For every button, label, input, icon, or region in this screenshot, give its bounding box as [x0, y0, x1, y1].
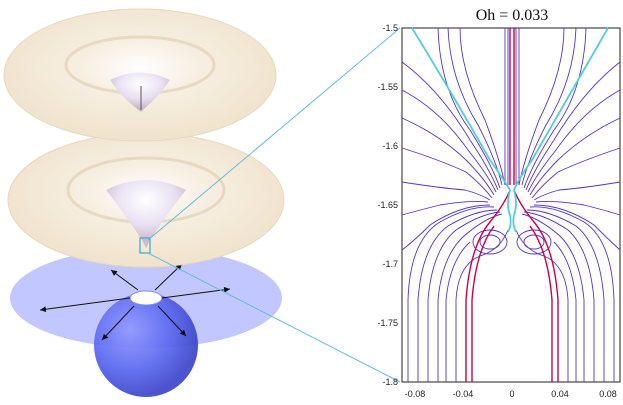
x-tick-label: -0.04 — [453, 389, 474, 399]
y-tick-label: -1.5 — [382, 23, 398, 33]
flow-arrows — [39, 263, 231, 341]
x-tick-label: 0.04 — [551, 389, 569, 399]
middle-cavity — [106, 180, 186, 248]
y-tick-label: -1.6 — [382, 141, 398, 151]
y-tick-label: -1.75 — [377, 318, 398, 328]
y-tick-label: -1.65 — [377, 200, 398, 210]
x-tick-label: 0 — [509, 389, 514, 399]
streamline-plot: Oh = 0.033 — [377, 7, 621, 399]
streamlines — [401, 27, 621, 382]
y-tick-label: -1.7 — [382, 259, 398, 269]
x-tick-label: 0.08 — [599, 389, 617, 399]
bubble-illustration — [3, 8, 285, 397]
x-tick-label: -0.08 — [405, 389, 426, 399]
top-dip — [110, 72, 170, 112]
y-tick-label: -1.55 — [377, 82, 398, 92]
bubble-cap-hole — [129, 290, 163, 306]
zoom-box — [139, 237, 151, 254]
y-axis: -1.5 -1.55 -1.6 -1.65 -1.7 -1.75 -1.8 — [377, 23, 398, 387]
plot-title: Oh = 0.033 — [476, 7, 549, 24]
main-streamlines — [465, 28, 559, 382]
x-axis: -0.08 -0.04 0 0.04 0.08 — [405, 389, 617, 399]
interface-curve — [411, 27, 609, 233]
zoom-connectors — [147, 27, 401, 383]
y-tick-label: -1.8 — [382, 377, 398, 387]
plot-frame — [401, 27, 621, 383]
bubble-sphere — [94, 293, 198, 397]
